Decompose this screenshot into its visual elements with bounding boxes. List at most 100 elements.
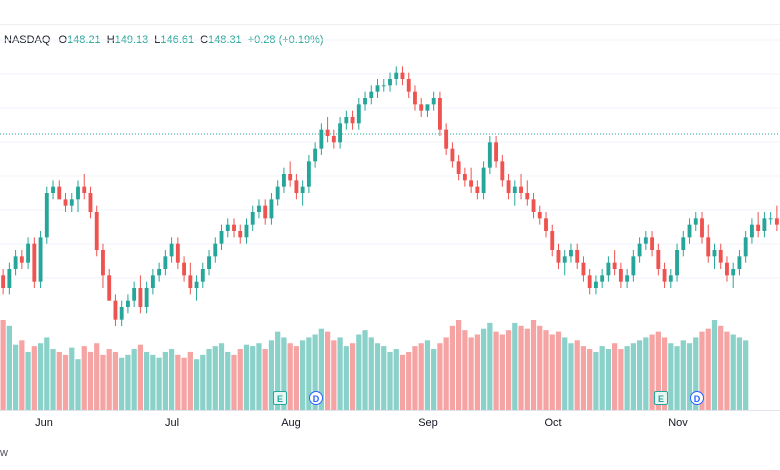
candle-body	[506, 180, 511, 193]
candle	[1, 269, 6, 295]
volume-bar	[618, 349, 624, 410]
candle-body	[244, 224, 249, 238]
candle-body	[294, 180, 299, 193]
candle	[363, 91, 367, 111]
candle-body	[569, 250, 573, 257]
volume-bar	[368, 337, 374, 410]
candle-body	[350, 117, 355, 124]
volume-bar	[306, 337, 312, 410]
volume-bar	[686, 343, 693, 410]
volume-bar	[193, 359, 200, 410]
candle-body	[107, 275, 112, 301]
candle	[643, 231, 648, 250]
candle-body	[175, 243, 180, 263]
candle-body	[57, 186, 62, 200]
candle	[175, 237, 180, 269]
earnings-marker[interactable]: E	[273, 391, 287, 405]
volume-bar	[256, 343, 262, 410]
dividend-marker[interactable]: D	[309, 391, 323, 405]
candle	[725, 256, 729, 282]
candle-body	[425, 104, 430, 111]
candle	[668, 269, 673, 288]
volume-bar	[144, 351, 150, 410]
candle-body	[275, 186, 280, 200]
candle-body	[263, 205, 268, 219]
candle	[749, 218, 754, 244]
candle-body	[125, 300, 130, 307]
candle	[500, 155, 505, 187]
candle	[675, 243, 679, 282]
volume-bar	[443, 337, 449, 410]
volume-bar	[693, 337, 699, 410]
candle-body	[762, 218, 767, 231]
candle	[487, 136, 492, 174]
candle	[82, 174, 87, 200]
volume-bar	[624, 346, 630, 410]
candle	[419, 98, 424, 117]
volume-bar	[212, 346, 218, 410]
x-axis-line	[0, 410, 780, 411]
candle	[606, 256, 611, 282]
candle-body	[331, 136, 336, 143]
volume-bar	[25, 351, 31, 410]
candle-body	[487, 142, 492, 168]
candle	[469, 167, 474, 193]
volume-bar	[112, 351, 119, 410]
candle-body	[462, 174, 467, 181]
volume-bar	[56, 351, 62, 410]
volume-bar	[699, 331, 705, 410]
volume-bar	[449, 325, 456, 410]
candle	[125, 294, 130, 314]
candle	[144, 281, 149, 314]
candle	[525, 180, 530, 206]
candle	[119, 300, 124, 326]
candle-body	[138, 288, 143, 307]
candle-body	[700, 218, 704, 238]
candle-body	[675, 250, 679, 276]
candle	[69, 193, 74, 212]
candle-body	[150, 275, 155, 288]
volume-bar	[649, 334, 655, 410]
volume-bar	[312, 334, 318, 410]
x-tick-oct: Oct	[544, 417, 562, 429]
volume-bar	[437, 343, 443, 410]
candle-body	[444, 129, 449, 149]
candle	[425, 104, 430, 117]
volume-bar	[0, 320, 6, 410]
volume-bar	[736, 337, 743, 410]
candle-body	[556, 250, 561, 263]
candle	[213, 237, 218, 263]
volume-bar	[287, 343, 293, 410]
volume-bar	[530, 320, 537, 410]
candle	[38, 231, 43, 288]
earnings-marker[interactable]: E	[654, 391, 668, 405]
candle	[768, 212, 773, 225]
candle-body	[562, 256, 567, 263]
volume-bar	[730, 334, 736, 410]
candle	[182, 256, 187, 282]
volume-bar	[462, 330, 468, 410]
candle	[662, 262, 667, 288]
candle-body	[631, 256, 636, 276]
candle-body	[712, 250, 717, 257]
x-tick-sep: Sep	[418, 417, 438, 429]
candle	[51, 180, 55, 200]
dividend-marker[interactable]: D	[690, 391, 704, 405]
candle	[656, 243, 661, 276]
candle	[338, 117, 343, 149]
x-tick-jul: Jul	[164, 417, 180, 429]
candle	[319, 123, 324, 155]
volume-bar	[175, 354, 181, 410]
volume-bar	[156, 357, 162, 410]
volume-bar	[605, 349, 612, 410]
volume-bar	[250, 346, 256, 410]
candle	[462, 167, 467, 187]
candle-body	[338, 123, 343, 143]
volume-bar	[474, 334, 480, 410]
candle	[456, 155, 461, 181]
candle-body	[437, 98, 442, 130]
volume-bar	[331, 340, 337, 410]
volume-bar	[661, 337, 668, 410]
candle	[481, 161, 486, 200]
